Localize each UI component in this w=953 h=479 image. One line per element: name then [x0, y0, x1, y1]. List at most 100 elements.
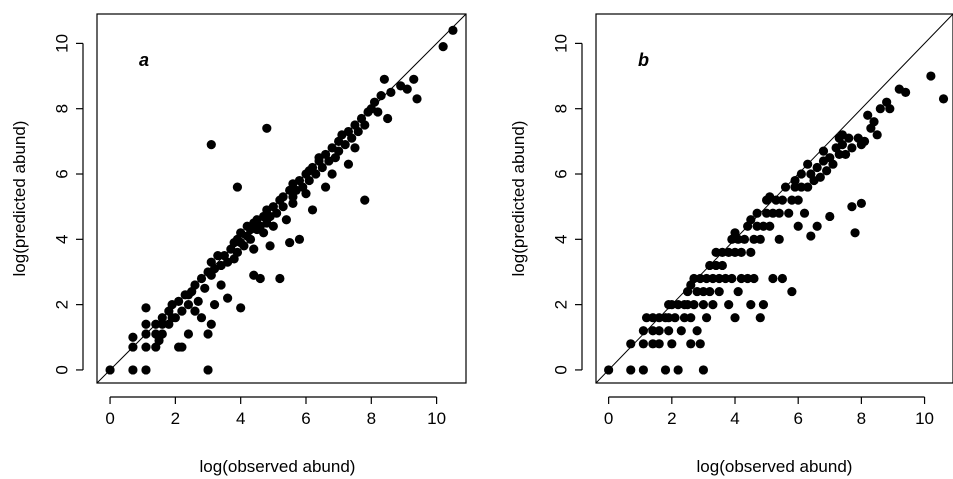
- data-point: [705, 260, 715, 271]
- data-point: [141, 342, 151, 352]
- data-point: [701, 273, 712, 284]
- data-point: [157, 319, 167, 329]
- data-point: [698, 286, 709, 297]
- x-tick-label: 4: [236, 409, 245, 428]
- data-point: [938, 94, 949, 104]
- data-point: [245, 234, 256, 244]
- data-point: [438, 42, 448, 52]
- panel-label: a: [139, 50, 149, 70]
- data-point: [736, 247, 746, 257]
- data-point: [790, 182, 800, 192]
- data-point: [787, 195, 797, 205]
- y-tick-label: 8: [52, 104, 71, 113]
- data-point: [758, 300, 769, 310]
- plot-frame: [96, 13, 467, 384]
- data-point: [790, 175, 800, 186]
- data-points: [105, 25, 458, 375]
- data-point: [626, 365, 636, 375]
- data-point: [796, 169, 806, 179]
- data-point: [673, 300, 683, 310]
- data-point: [708, 300, 718, 310]
- data-point: [872, 130, 882, 140]
- data-point: [749, 234, 759, 244]
- data-point: [262, 123, 272, 133]
- x-tick-label: 2: [667, 409, 676, 428]
- data-point: [311, 169, 321, 179]
- data-point: [350, 143, 360, 153]
- data-point: [926, 71, 936, 81]
- y-tick-label: 0: [52, 365, 71, 374]
- data-point: [689, 300, 699, 310]
- data-point: [343, 159, 354, 169]
- data-point: [727, 273, 737, 284]
- data-point: [128, 332, 138, 342]
- data-point: [698, 300, 709, 310]
- data-point: [281, 215, 291, 225]
- data-point: [340, 140, 350, 150]
- data-point: [327, 169, 337, 179]
- data-point: [755, 313, 765, 323]
- data-point: [762, 208, 772, 218]
- data-point: [664, 300, 674, 310]
- data-point: [686, 313, 696, 323]
- data-point: [265, 241, 275, 251]
- data-point: [683, 300, 693, 310]
- data-point: [847, 202, 857, 212]
- data-point: [755, 234, 765, 244]
- data-point: [258, 228, 269, 238]
- x-tick-label: 6: [793, 409, 802, 428]
- data-point: [360, 195, 370, 205]
- data-point: [670, 313, 680, 323]
- data-point: [448, 25, 458, 35]
- data-point: [885, 104, 895, 114]
- data-point: [768, 273, 778, 284]
- data-point: [402, 84, 412, 94]
- data-point: [768, 208, 778, 218]
- data-point: [157, 313, 167, 323]
- data-point: [654, 313, 664, 323]
- data-point: [730, 228, 740, 238]
- y-tick-label: 2: [551, 300, 570, 309]
- data-point: [183, 290, 194, 300]
- x-tick-label: 10: [915, 409, 934, 428]
- data-point: [806, 231, 816, 241]
- data-point: [746, 215, 756, 225]
- data-point: [190, 280, 200, 290]
- x-tick-label: 4: [730, 409, 739, 428]
- y-axis-title: log(predicted abund): [509, 121, 528, 277]
- plot-frame: [595, 13, 953, 384]
- data-point: [812, 162, 822, 173]
- data-point: [128, 365, 138, 375]
- x-tick-label: 0: [105, 409, 114, 428]
- data-point: [268, 221, 278, 231]
- data-point: [249, 244, 259, 254]
- data-point: [272, 208, 282, 218]
- data-point: [654, 326, 664, 336]
- data-point: [777, 273, 787, 284]
- data-point: [383, 113, 393, 124]
- data-point: [141, 303, 151, 313]
- data-point: [720, 273, 731, 284]
- panel-b: 0 2 4 6 8 10 0 2 4 6 8 10 log(observed abund) log(pre…: [509, 13, 953, 476]
- data-point: [803, 182, 813, 192]
- data-point: [154, 335, 164, 346]
- data-point: [183, 329, 194, 339]
- data-point: [708, 273, 718, 284]
- data-point: [654, 339, 664, 349]
- data-point: [837, 140, 848, 150]
- data-point: [784, 208, 794, 218]
- y-tick-label: 0: [551, 365, 570, 374]
- data-point: [822, 166, 832, 176]
- data-point: [673, 365, 683, 375]
- data-point: [294, 234, 305, 244]
- data-point: [828, 159, 838, 169]
- x-axis-title: log(observed abund): [200, 457, 356, 476]
- data-point: [803, 159, 813, 169]
- data-point: [203, 329, 213, 339]
- data-point: [856, 198, 866, 208]
- data-point: [717, 247, 727, 257]
- data-point: [203, 365, 213, 375]
- data-point: [692, 286, 702, 297]
- data-point: [626, 339, 636, 349]
